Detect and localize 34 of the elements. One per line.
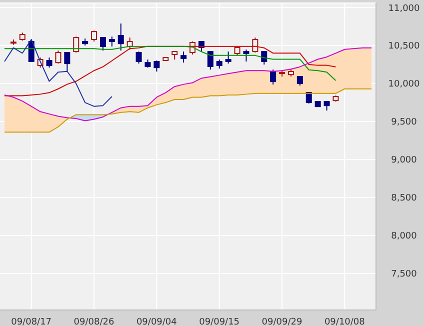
candlestick (243, 49, 250, 62)
y-tick-label: 7,500 (391, 270, 418, 280)
x-tick-label: 09/09/15 (199, 317, 240, 326)
y-tick-label: 8,500 (391, 194, 418, 204)
y-tick-label: 9,500 (391, 118, 418, 128)
x-tick-label: 09/08/17 (11, 317, 52, 326)
candlestick (118, 23, 124, 52)
x-tick-label: 09/10/08 (324, 317, 366, 326)
x-tick-label: 09/09/04 (136, 317, 178, 326)
candlestick (270, 69, 276, 86)
candlestick (252, 37, 258, 54)
candlestick (46, 57, 52, 68)
candlestick (108, 36, 115, 48)
candlestick (216, 59, 222, 70)
candlestick (73, 36, 80, 54)
candlestick (207, 51, 214, 70)
candlestick (91, 30, 98, 42)
candlestick (136, 51, 142, 64)
y-tick-label: 10,000 (388, 80, 420, 90)
x-tick-label: 09/08/26 (74, 317, 114, 326)
candlestick (225, 51, 232, 64)
candlestick (100, 37, 106, 52)
y-tick-label: 9,000 (391, 156, 418, 166)
candlestick (154, 60, 160, 72)
candlestick (64, 52, 70, 72)
x-tick-label: 09/09/29 (262, 317, 302, 326)
y-tick-label: 8,000 (391, 232, 418, 242)
line-series (4, 38, 112, 107)
y-tick-label: 10,500 (388, 42, 420, 52)
candlestick (180, 51, 187, 64)
line-series (4, 88, 372, 133)
candlestick (55, 50, 62, 64)
candlestick (261, 51, 268, 66)
y-tick-label: 11,000 (388, 4, 420, 14)
